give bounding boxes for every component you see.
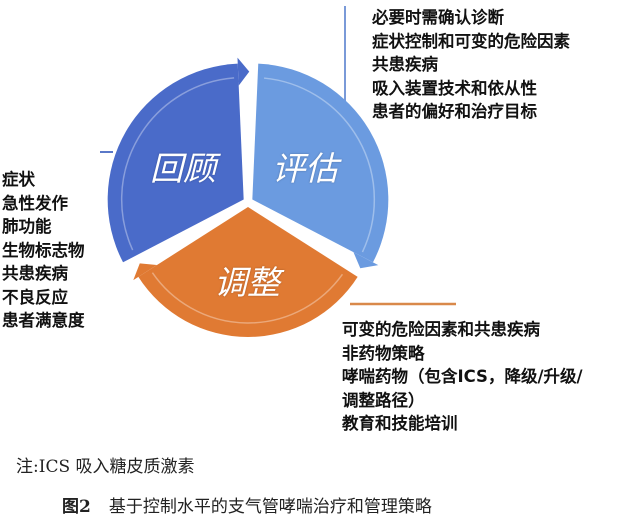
- segment-review-arrow-icon: [237, 57, 250, 86]
- figure-caption: 图2 基于控制水平的支气管哮喘治疗和管理策略: [62, 492, 432, 517]
- segment-label-assess: 评估: [272, 149, 338, 188]
- review-list: 症状 急性发作 肺功能 生物标志物 共患疾病 不良反应 患者满意度: [2, 168, 85, 333]
- review-item: 患者满意度: [2, 311, 85, 330]
- segment-adjust-inner-arc: [151, 272, 344, 324]
- assess-item: 吸入装置技术和依从性: [372, 78, 537, 98]
- figure-note: 注:ICS 吸入糖皮质激素: [16, 457, 195, 477]
- segment-review: [107, 63, 244, 263]
- review-item: 急性发作: [2, 193, 68, 213]
- segment-label-adjust: 调整: [214, 263, 280, 302]
- segment-assess: [252, 63, 389, 263]
- segment-review-inner-arc: [120, 77, 235, 251]
- segment-assess-arrow-icon: [353, 252, 379, 269]
- assess-item: 必要时需确认诊断: [372, 8, 504, 27]
- assess-item: 共患疾病: [372, 55, 438, 74]
- assess-item: 患者的偏好和治疗目标: [372, 102, 537, 121]
- review-item: 症状: [2, 170, 35, 189]
- segment-adjust: [138, 207, 358, 337]
- assess-list: 必要时需确认诊断 症状控制和可变的危险因素 共患疾病 吸入装置技术和依从性 患者…: [372, 6, 570, 124]
- segment-adjust-arrow-icon: [133, 263, 157, 281]
- review-item: 生物标志物: [2, 240, 85, 260]
- review-item: 共患疾病: [2, 264, 68, 283]
- segment-label-review: 回顾: [150, 149, 216, 188]
- adjust-item: 可变的危险因素和共患疾病: [342, 320, 540, 339]
- adjust-item: 教育和技能培训: [342, 414, 458, 433]
- review-item: 不良反应: [2, 287, 68, 307]
- segment-assess-inner-arc: [263, 77, 376, 253]
- adjust-item: 调整路径）: [342, 390, 425, 410]
- adjust-item: 非药物策略: [342, 343, 425, 363]
- figure-number: 图2: [62, 497, 91, 517]
- assess-item: 症状控制和可变的危险因素: [372, 31, 570, 51]
- figure-title: 基于控制水平的支气管哮喘治疗和管理策略: [108, 497, 432, 517]
- adjust-list: 可变的危险因素和共患疾病 非药物策略 哮喘药物（包含ICS，降级/升级/ 调整路…: [342, 318, 583, 436]
- adjust-item: 哮喘药物（包含ICS，降级/升级/: [342, 367, 583, 386]
- review-item: 肺功能: [2, 217, 52, 236]
